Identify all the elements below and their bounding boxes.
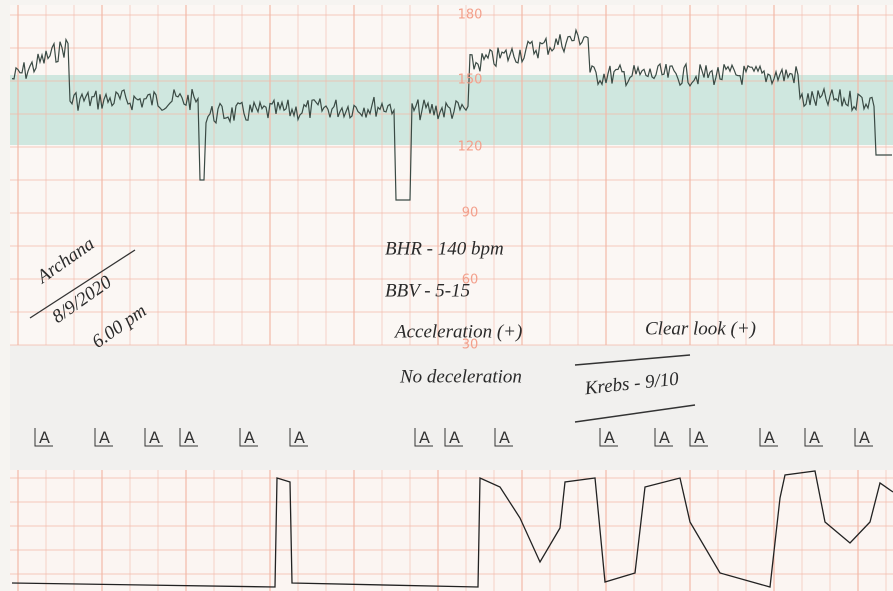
deceleration-note: No deceleration: [399, 366, 522, 387]
event-marker: A: [39, 428, 50, 447]
event-marker: A: [99, 428, 110, 447]
scale-label: 180: [458, 8, 483, 23]
event-marker: A: [184, 428, 195, 447]
event-marker: A: [294, 428, 305, 447]
event-marker: A: [809, 428, 820, 447]
scale-label: 120: [458, 140, 483, 155]
event-marker: A: [499, 428, 510, 447]
event-marker: A: [419, 428, 430, 447]
event-marker: A: [859, 428, 870, 447]
ctg-photo: BHR - 140 bpm BBV - 5-15 Acceleration (+…: [0, 0, 893, 591]
event-marker: A: [694, 428, 705, 447]
scale-label: 30: [462, 338, 479, 353]
event-marker: A: [149, 428, 160, 447]
page: BHR - 140 bpm BBV - 5-15 Acceleration (+…: [0, 0, 893, 591]
scale-label: 90: [462, 206, 479, 221]
variability-note: BBV - 5-15: [385, 280, 470, 301]
event-marker: A: [764, 428, 775, 447]
toco-panel: [10, 470, 893, 591]
normal-band: [10, 75, 893, 145]
event-marker: A: [244, 428, 255, 447]
scale-label: 60: [462, 273, 479, 288]
event-marker: A: [449, 428, 460, 447]
event-marker: A: [659, 428, 670, 447]
movement-note: Clear look (+): [645, 318, 756, 339]
scale-label: 150: [458, 73, 483, 88]
acceleration-note: Acceleration (+): [393, 321, 522, 342]
event-marker: A: [604, 428, 615, 447]
annotation-strip: [10, 345, 893, 470]
fhr-note: BHR - 140 bpm: [385, 238, 504, 259]
